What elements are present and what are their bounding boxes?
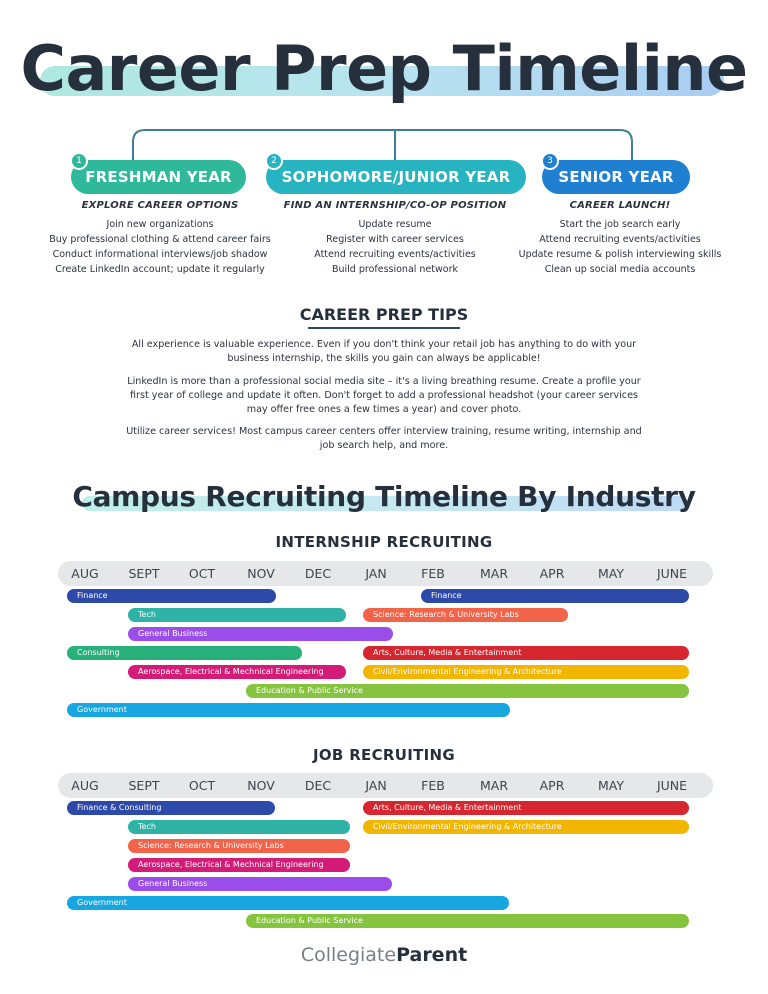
sophomore-junior-column: FIND AN INTERNSHIP/CO-OP POSITION Update… xyxy=(280,200,510,277)
column-subtitle: EXPLORE CAREER OPTIONS xyxy=(81,200,239,211)
timeline-bar-government: Government xyxy=(67,896,509,910)
timeline-bar-arts: Arts, Culture, Media & Entertainment xyxy=(363,646,689,660)
timeline-bar-consulting: Consulting xyxy=(67,646,302,660)
timeline-bar-arts: Arts, Culture, Media & Entertainment xyxy=(363,801,689,815)
tip-paragraph: Utilize career services! Most campus car… xyxy=(126,426,642,451)
tip-paragraph: All experience is valuable experience. E… xyxy=(131,339,637,364)
month-label: APR xyxy=(539,566,565,581)
year-pill-senior: SENIOR YEAR xyxy=(542,160,690,194)
step-badge: 2 xyxy=(265,152,283,170)
year-pill-freshman: FRESHMAN YEAR xyxy=(71,160,246,194)
step-badge: 3 xyxy=(541,152,559,170)
month-label: OCT xyxy=(188,566,216,581)
timeline-bar-general-business: General Business xyxy=(128,877,392,891)
timeline-bar-civil: Civil/Environmental Engineering & Archit… xyxy=(363,820,689,834)
timeline-bar-general-business: General Business xyxy=(128,627,393,641)
month-label: MAY xyxy=(597,778,624,793)
month-label: JUNE xyxy=(656,566,688,581)
timeline-connector xyxy=(132,129,633,160)
month-label: MAY xyxy=(597,566,624,581)
title-highlight xyxy=(40,66,724,96)
list-item: Conduct informational interviews/job sha… xyxy=(52,249,268,260)
month-label: DEC xyxy=(304,778,332,793)
month-label: NOV xyxy=(247,778,275,793)
list-item: Clean up social media accounts xyxy=(544,264,696,275)
month-label: JUNE xyxy=(656,778,688,793)
list-item: Build professional network xyxy=(331,264,459,275)
month-label: APR xyxy=(539,778,565,793)
timeline-bar-tech: Tech xyxy=(128,820,350,834)
list-item: Update resume xyxy=(358,219,432,230)
month-label: JAN xyxy=(365,778,387,793)
month-label: NOV xyxy=(247,566,275,581)
list-item: Join new organizations xyxy=(106,219,214,230)
timeline-bar-education: Education & Public Service xyxy=(246,684,689,698)
timeline-bar-civil: Civil/Environmental Engineering & Archit… xyxy=(363,665,689,679)
month-label: SEPT xyxy=(128,778,160,793)
month-label: AUG xyxy=(71,778,99,793)
brand-bold: Parent xyxy=(396,944,468,966)
timeline-bar-finance-consulting: Finance & Consulting xyxy=(67,801,275,815)
list-item: Update resume & polish interviewing skil… xyxy=(518,249,722,260)
month-label: OCT xyxy=(188,778,216,793)
senior-column: CAREER LAUNCH! Start the job search earl… xyxy=(505,200,735,277)
timeline-bar-tech: Tech xyxy=(128,608,346,622)
tips-underline xyxy=(308,327,460,329)
timeline-bar-science: Science: Research & University Labs xyxy=(363,608,568,622)
month-label: DEC xyxy=(304,566,332,581)
job-recruiting-title: JOB RECRUITING xyxy=(313,746,455,764)
timeline-bar-finance: Finance xyxy=(67,589,276,603)
list-item: Register with career services xyxy=(326,234,464,245)
month-label: FEB xyxy=(421,566,445,581)
internship-month-bar: AUG SEPT OCT NOV DEC JAN FEB MAR APR MAY… xyxy=(58,561,713,586)
month-label: SEPT xyxy=(128,566,160,581)
campus-title-highlight xyxy=(82,496,686,511)
column-subtitle: CAREER LAUNCH! xyxy=(569,200,671,211)
tip-paragraph: LinkedIn is more than a professional soc… xyxy=(127,376,641,415)
list-item: Start the job search early xyxy=(559,219,681,230)
campus-title: Campus Recruiting Timeline By Industry xyxy=(72,480,696,513)
list-item: Attend recruiting events/activities xyxy=(539,234,701,245)
list-item: Create LinkedIn account; update it regul… xyxy=(55,264,265,275)
timeline-bar-government: Government xyxy=(67,703,510,717)
column-subtitle: FIND AN INTERNSHIP/CO-OP POSITION xyxy=(283,200,507,211)
month-label: JAN xyxy=(365,566,387,581)
timeline-bar-aerospace: Aerospace, Electrical & Mechnical Engine… xyxy=(128,858,350,872)
list-item: Buy professional clothing & attend caree… xyxy=(49,234,271,245)
timeline-bar-education: Education & Public Service xyxy=(246,914,689,928)
month-label: MAR xyxy=(479,778,509,793)
brand-light: Collegiate xyxy=(300,944,397,966)
job-month-bar: AUG SEPT OCT NOV DEC JAN FEB MAR APR MAY… xyxy=(58,773,713,798)
page-title: Career Prep Timeline xyxy=(20,32,748,105)
footer-logo: CollegiateParent xyxy=(0,944,768,966)
step-badge: 1 xyxy=(70,152,88,170)
freshman-column: EXPLORE CAREER OPTIONS Join new organiza… xyxy=(45,200,275,277)
year-pill-sophomore-junior: SOPHOMORE/JUNIOR YEAR xyxy=(266,160,526,194)
header: Career Prep Timeline xyxy=(0,28,768,108)
tips-title: CAREER PREP TIPS xyxy=(299,305,469,324)
month-label: MAR xyxy=(479,566,509,581)
month-label: AUG xyxy=(71,566,99,581)
campus-header: Campus Recruiting Timeline By Industry xyxy=(0,478,768,518)
list-item: Attend recruiting events/activities xyxy=(314,249,476,260)
timeline-bar-science: Science: Research & University Labs xyxy=(128,839,350,853)
internship-recruiting-title: INTERNSHIP RECRUITING xyxy=(275,533,493,551)
month-label: FEB xyxy=(421,778,445,793)
timeline-bar-aerospace: Aerospace, Electrical & Mechnical Engine… xyxy=(128,665,346,679)
timeline-bar-finance-spring: Finance xyxy=(421,589,689,603)
